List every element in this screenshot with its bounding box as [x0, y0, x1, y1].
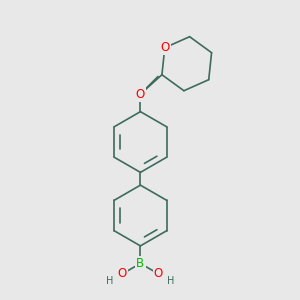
Text: O: O: [136, 88, 145, 100]
Text: O: O: [154, 267, 163, 280]
Text: O: O: [160, 41, 170, 54]
Text: H: H: [167, 276, 175, 286]
Text: O: O: [118, 267, 127, 280]
Text: H: H: [106, 276, 114, 286]
Text: B: B: [136, 257, 145, 270]
